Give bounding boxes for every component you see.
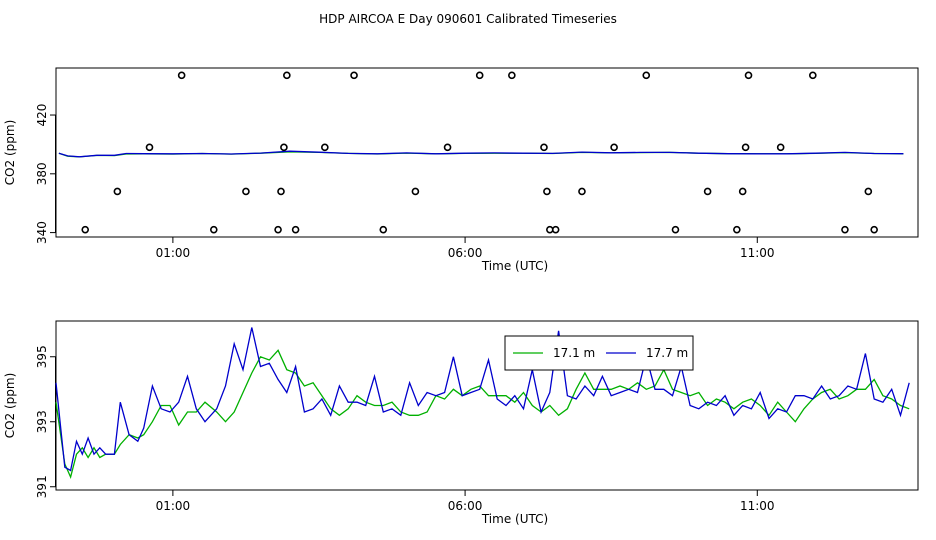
series-line-17-1-m: [55, 349, 910, 479]
data-point: [283, 71, 291, 80]
data-point: [551, 225, 560, 234]
data-point: [741, 143, 750, 152]
x-tick-label: 11:00: [740, 499, 775, 513]
data-point: [81, 225, 90, 234]
x-tick-label: 06:00: [448, 246, 483, 260]
data-point: [870, 225, 878, 234]
bottom-panel: 391 393 395 01:00 06:00 11:00 Time (UTC) CO2 (p…: [3, 320, 919, 526]
plot-frame: [55, 320, 919, 491]
figure-title: HDP AIRCOA E Day 090601 Calibrated Times…: [319, 12, 617, 26]
data-point: [543, 187, 551, 196]
y-tick-label: 395: [35, 345, 49, 368]
top-panel: 340 380 420 01:00 06:00 11:00 Time (UTC) CO2 (p…: [3, 67, 919, 273]
data-point: [350, 71, 358, 80]
data-point: [242, 187, 250, 196]
data-point: [642, 71, 651, 80]
data-point: [738, 187, 747, 196]
y-tick-label: 393: [35, 410, 49, 433]
data-point: [610, 143, 618, 152]
y-tick-label: 420: [35, 104, 49, 127]
y-tick-label: 391: [35, 475, 49, 498]
data-point: [411, 187, 420, 196]
y-axis-label: CO2 (ppm): [3, 120, 17, 186]
data-point: [277, 187, 285, 196]
data-point: [209, 225, 218, 234]
data-point: [744, 71, 753, 80]
legend-label: 17.1 m: [553, 346, 595, 360]
x-tick-label: 11:00: [740, 246, 775, 260]
x-axis-label: Time (UTC): [481, 259, 548, 273]
data-point: [274, 225, 282, 234]
data-point: [508, 71, 516, 80]
x-tick-label: 01:00: [156, 246, 191, 260]
x-tick-label: 01:00: [156, 499, 191, 513]
data-point: [113, 187, 122, 196]
x-tick-label: 06:00: [448, 499, 483, 513]
x-axis-label: Time (UTC): [481, 512, 548, 526]
data-point: [578, 187, 586, 196]
data-point: [733, 225, 741, 234]
data-point: [443, 143, 452, 152]
data-point: [145, 143, 154, 152]
data-point: [280, 143, 288, 152]
series-line-17-7-m: [58, 150, 904, 158]
data-point: [864, 187, 873, 196]
data-point: [671, 225, 680, 234]
series-line-17-7-m: [55, 327, 910, 472]
y-tick-label: 380: [35, 162, 49, 185]
data-point: [475, 71, 484, 80]
legend-label: 17.7 m: [646, 346, 688, 360]
data-point: [291, 225, 300, 234]
y-axis-label: CO2 (ppm): [3, 373, 17, 439]
y-tick-label: 340: [35, 221, 49, 244]
data-point: [379, 225, 388, 234]
data-point: [809, 71, 817, 80]
data-point: [841, 225, 849, 234]
data-point: [703, 187, 712, 196]
data-point: [776, 143, 785, 152]
data-point: [321, 143, 329, 152]
data-point: [177, 71, 186, 80]
data-point: [540, 143, 548, 152]
